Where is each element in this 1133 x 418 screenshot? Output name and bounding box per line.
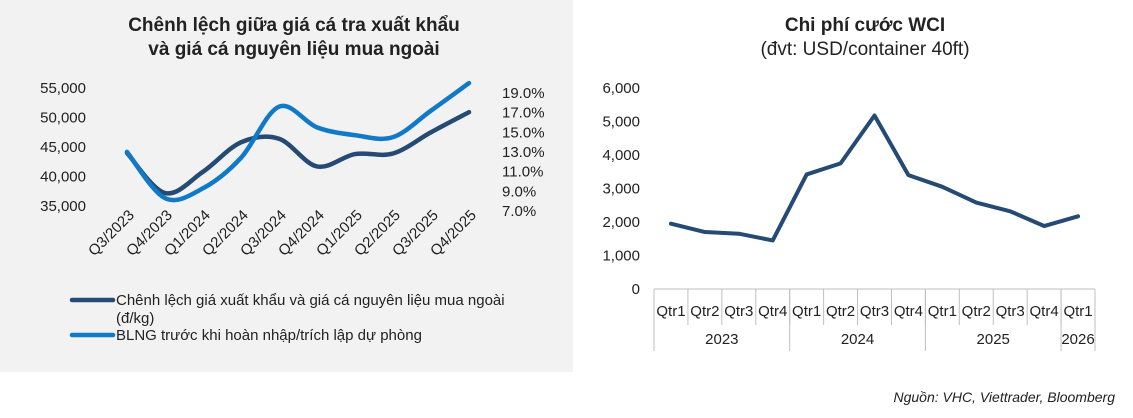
legend-label-1: (đ/kg) bbox=[116, 310, 154, 327]
x-tick-label: Qtr1 bbox=[1063, 303, 1092, 320]
left-legend: Chênh lệch giá xuất khẩu và giá cá nguyê… bbox=[69, 292, 505, 344]
left-y-tick-label: 50,000 bbox=[40, 110, 86, 127]
y-tick-label: 1,000 bbox=[602, 248, 640, 265]
left-chart-panel: Chênh lệch giữa giá cá tra xuất khẩu và … bbox=[0, 0, 573, 372]
left-chart-title-line1: Chênh lệch giữa giá cá tra xuất khẩu bbox=[128, 15, 460, 36]
source-note: Nguồn: VHC, Viettrader, Bloomberg bbox=[893, 389, 1115, 405]
right-y-tick-label: 13.0% bbox=[502, 144, 545, 161]
year-label: 2026 bbox=[1061, 331, 1094, 348]
year-label: 2023 bbox=[705, 331, 738, 348]
left-y-tick-label: 45,000 bbox=[40, 139, 86, 156]
series-line-2 bbox=[124, 80, 472, 203]
left-series-lines bbox=[124, 80, 472, 203]
right-y-tick-label: 9.0% bbox=[502, 183, 536, 200]
left-chart-title-line2: và giá cá nguyên liệu mua ngoài bbox=[148, 39, 439, 60]
x-tick-label: Qtr3 bbox=[860, 303, 889, 320]
legend-label-1: Chênh lệch giá xuất khẩu và giá cá nguyê… bbox=[116, 292, 505, 309]
series-line-1 bbox=[124, 109, 472, 196]
right-chart: Chi phí cước WCI (đvt: USD/container 40f… bbox=[602, 15, 1096, 351]
y-tick-label: 4,000 bbox=[602, 147, 640, 164]
right-chart-title: Chi phí cước WCI bbox=[785, 15, 945, 36]
right-x-axis: Qtr1 Qtr2 Qtr3 Qtr4 Qtr1 Qtr2 Qtr3 Qtr4 Qtr1 Qtr2… bbox=[653, 288, 1096, 351]
x-tick-label: Qtr2 bbox=[962, 303, 991, 320]
right-series-line bbox=[668, 113, 1081, 243]
right-y-tick-label: 15.0% bbox=[502, 124, 545, 141]
x-tick-label: Qtr1 bbox=[792, 303, 821, 320]
x-tick-label: Qtr2 bbox=[690, 303, 719, 320]
x-tick-label: Qtr1 bbox=[656, 303, 685, 320]
year-label: 2025 bbox=[977, 331, 1010, 348]
right-y-tick-label: 7.0% bbox=[502, 203, 536, 220]
x-tick-label: Qtr3 bbox=[724, 303, 753, 320]
series-line-wci bbox=[668, 113, 1081, 243]
left-y-axis-left: 55,000 50,000 45,000 40,000 35,000 bbox=[40, 80, 86, 215]
right-y-tick-label: 11.0% bbox=[502, 164, 543, 181]
legend-label-2: BLNG trước khi hoàn nhập/trích lập dự ph… bbox=[116, 327, 422, 344]
right-y-axis: 6,000 5,000 4,000 3,000 2,000 1,000 0 bbox=[602, 80, 640, 298]
left-y-tick-label: 35,000 bbox=[40, 198, 86, 215]
y-tick-label: 5,000 bbox=[602, 114, 640, 131]
right-y-tick-label: 19.0% bbox=[502, 85, 545, 102]
right-chart-panel: Chi phí cước WCI (đvt: USD/container 40f… bbox=[573, 0, 1133, 372]
left-y-tick-label: 40,000 bbox=[40, 169, 86, 186]
x-tick-label: Qtr4 bbox=[1030, 303, 1059, 320]
year-label: 2024 bbox=[841, 331, 874, 348]
y-tick-label: 3,000 bbox=[602, 181, 640, 198]
y-tick-label: 6,000 bbox=[602, 80, 640, 97]
left-x-axis: Q3/2023Q4/2023Q1/2024Q2/2024Q3/2024Q4/20… bbox=[85, 207, 480, 260]
x-tick-label: Qtr4 bbox=[758, 303, 787, 320]
left-y-tick-label: 55,000 bbox=[40, 80, 86, 97]
y-tick-label: 0 bbox=[632, 281, 640, 298]
left-y-axis-right: 19.0% 17.0% 15.0% 13.0% 11.0% 9.0% 7.0% bbox=[502, 85, 545, 220]
x-tick-label: Qtr4 bbox=[894, 303, 923, 320]
right-y-tick-label: 17.0% bbox=[502, 105, 545, 122]
x-tick-label: Qtr3 bbox=[996, 303, 1025, 320]
left-chart: Chênh lệch giữa giá cá tra xuất khẩu và … bbox=[40, 15, 545, 344]
x-tick-label: Qtr1 bbox=[928, 303, 957, 320]
right-chart-subtitle: (đvt: USD/container 40ft) bbox=[760, 39, 969, 60]
x-tick-label: Qtr2 bbox=[826, 303, 855, 320]
y-tick-label: 2,000 bbox=[602, 214, 640, 231]
